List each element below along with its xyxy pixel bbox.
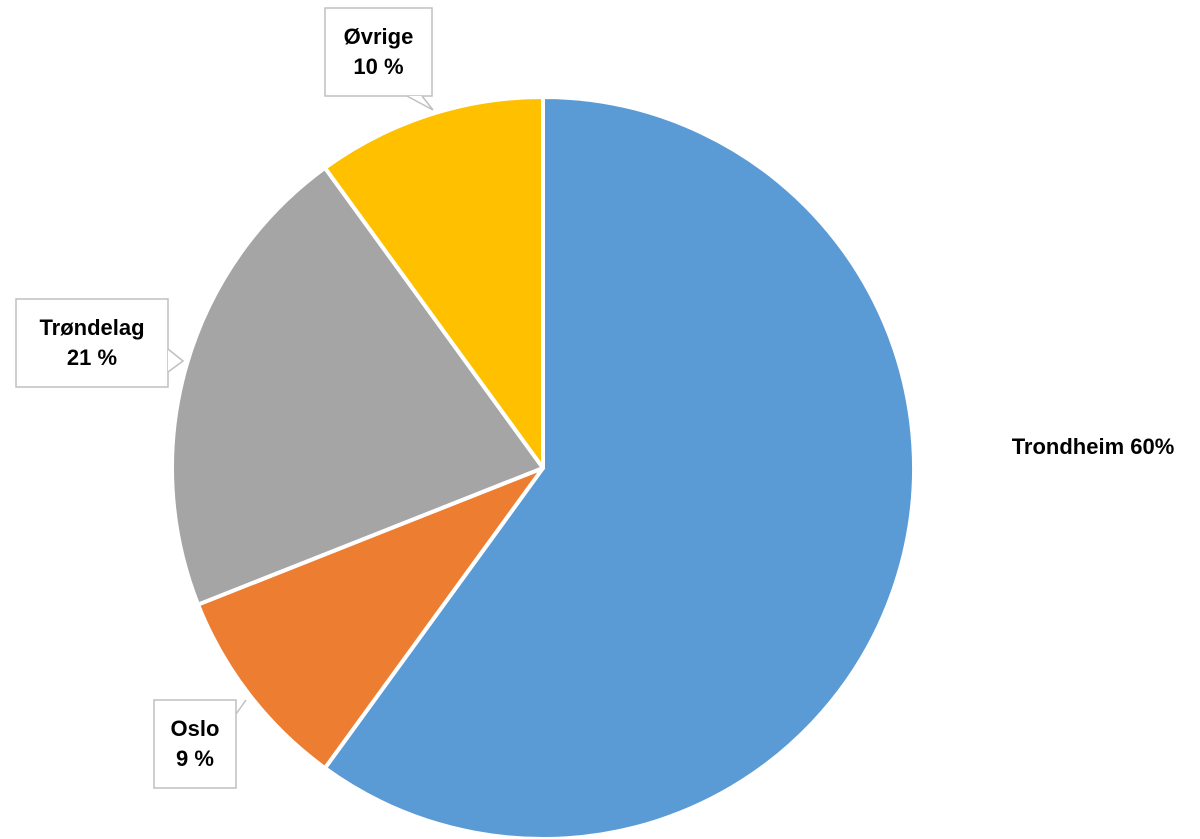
data-label-value-ovrige: 10 %: [353, 54, 403, 79]
data-label-ovrige: Øvrige 10 %: [324, 7, 434, 111]
data-label-oslo: Oslo 9 %: [153, 699, 247, 789]
callout-pointer-oslo: [235, 699, 247, 715]
data-label-trondheim: Trondheim 60%: [1012, 434, 1175, 459]
pie-slice-trondheim: [322, 95, 916, 839]
data-labels: Trondheim 60% Oslo 9 % Trøndelag 21 % Øvrige 1…: [15, 7, 1175, 789]
pie-slice-oslo: [196, 466, 545, 771]
data-label-name-ovrige: Øvrige: [344, 24, 414, 49]
callout-box-trondelag: [15, 298, 169, 388]
pie-slices: [170, 95, 916, 839]
callout-pointer-ovrige: [406, 95, 434, 111]
data-label-value-trondelag: 21 %: [67, 345, 117, 370]
callout-pointer-trondelag: [167, 348, 185, 373]
callout-box-ovrige: [324, 7, 433, 97]
data-label-text-trondheim: Trondheim 60%: [1012, 434, 1175, 459]
pie-slice-trondelag: [170, 165, 545, 607]
data-label-name-oslo: Oslo: [171, 716, 220, 741]
callout-box-oslo: [153, 699, 237, 789]
data-label-name-trondelag: Trøndelag: [39, 315, 144, 340]
data-label-trondelag: Trøndelag 21 %: [15, 298, 185, 388]
data-label-value-oslo: 9 %: [176, 746, 214, 771]
pie-slice-ovrige: [322, 95, 545, 470]
